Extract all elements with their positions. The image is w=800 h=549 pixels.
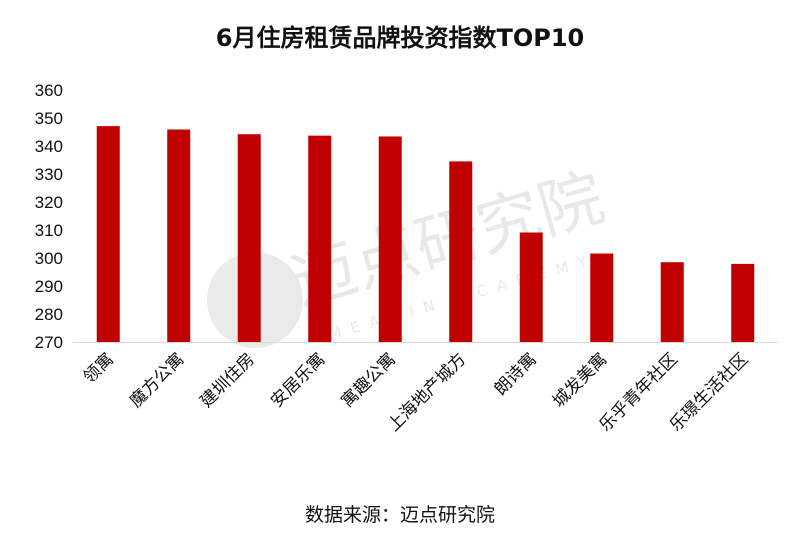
y-tick-label: 340	[35, 137, 63, 156]
bar	[237, 134, 261, 342]
y-tick-label: 350	[35, 109, 63, 128]
x-tick-label: 安居乐寓	[267, 349, 329, 411]
y-tick-label: 290	[35, 277, 63, 296]
y-tick-label: 300	[35, 249, 63, 268]
bar	[449, 161, 473, 342]
x-tick-label: 城发美寓	[549, 349, 611, 411]
y-tick-label: 280	[35, 305, 63, 324]
y-tick-label: 270	[35, 333, 63, 352]
y-tick-label: 330	[35, 165, 63, 184]
y-axis: 270 280 290 300 310 320 330 340 350 360	[35, 81, 63, 352]
x-tick-label: 朗诗寓	[491, 349, 541, 399]
chart-title: 6月住房租赁品牌投资指数TOP10	[215, 24, 585, 52]
bar	[378, 136, 402, 342]
x-tick-label: 魔方公寓	[126, 349, 188, 411]
x-tick-label: 建圳住房	[197, 349, 259, 411]
source-note: 数据来源：迈点研究院	[304, 504, 495, 526]
bar	[308, 135, 332, 342]
bars	[96, 126, 755, 343]
bar	[167, 129, 191, 342]
y-tick-label: 310	[35, 221, 63, 240]
bar	[731, 263, 755, 342]
bar	[660, 262, 684, 342]
bar	[96, 126, 120, 343]
x-tick-label: 寓趣公寓	[338, 349, 400, 411]
y-tick-label: 360	[35, 81, 63, 100]
bar	[590, 253, 614, 342]
x-tick-label: 领寓	[80, 349, 118, 387]
bar	[519, 232, 543, 342]
y-tick-label: 320	[35, 193, 63, 212]
watermark: 迈点研究院 MEADIN ACADEMY	[207, 161, 612, 348]
